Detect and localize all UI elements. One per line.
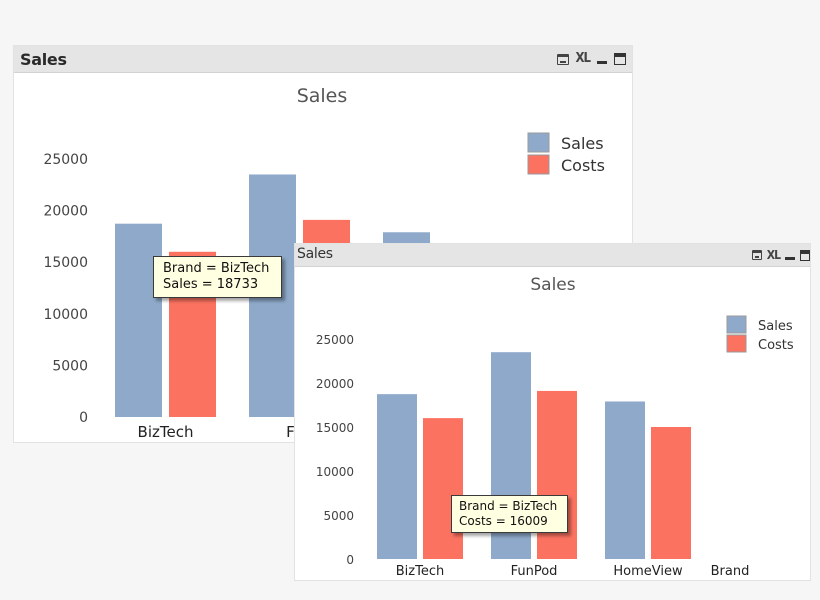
chart-tooltip-costs: Brand = BizTech Costs = 16009 [451,495,569,533]
chart-title: Sales [297,85,348,107]
bar-costs-funpod [537,390,577,559]
legend-swatch-costs [527,154,550,175]
tooltip-line-value: Costs = 16009 [459,514,548,528]
bar-costs-biztech [423,418,463,559]
legend-label-sales: Sales [561,134,604,153]
x-category-label: BizTech [396,564,444,579]
minimize-icon[interactable] [597,52,607,66]
legend-label-costs: Costs [758,338,794,353]
bar-sales-biztech [115,223,162,417]
print-icon[interactable] [751,250,762,260]
y-tick-label: 0 [79,410,88,426]
maximize-icon[interactable] [614,53,626,65]
legend-swatch-sales [527,132,550,153]
bar-sales-biztech [377,394,417,559]
x-axis-title: Brand [711,564,750,579]
legend-swatch-costs [726,334,747,353]
chart-tooltip-sales: Brand = BizTech Sales = 18733 [153,256,283,298]
bar-costs-homeview [651,427,691,559]
tooltip-line-value: Sales = 18733 [163,277,259,292]
legend-label-sales: Sales [758,319,793,334]
y-tick-label: 20000 [43,204,88,220]
window-titlebar[interactable]: Sales XL [14,46,632,73]
x-category-label: HomeView [613,564,683,579]
y-tick-label: 5000 [52,358,88,374]
window-controls: XL [751,246,810,264]
minimize-icon[interactable] [785,248,795,262]
send-to-excel-icon[interactable]: XL [575,51,592,66]
y-tick-label: 20000 [316,377,354,391]
print-icon[interactable] [556,53,569,65]
y-tick-label: 10000 [43,307,88,323]
x-category-label: FunPod [511,564,558,579]
legend-swatch-sales [726,315,747,334]
window-caption: Sales [297,246,333,262]
window-titlebar[interactable]: Sales XL [295,244,810,267]
x-category-label: BizTech [138,423,194,441]
y-tick-label: 25000 [43,152,88,168]
y-tick-label: 10000 [316,465,354,479]
y-tick-label: 5000 [323,509,354,523]
maximize-icon[interactable] [800,249,810,261]
legend-label-costs: Costs [561,156,605,175]
y-tick-label: 0 [346,553,354,567]
y-tick-label: 15000 [316,421,354,435]
chart-window-front: Sales XL Sales 0 5000 10000 15000 20000 25000 B… [295,244,810,580]
chart-title: Sales [530,275,575,295]
tooltip-line-brand: Brand = BizTech [459,499,558,513]
window-caption: Sales [20,50,67,69]
tooltip-line-brand: Brand = BizTech [163,261,270,276]
y-tick-label: 15000 [43,255,88,271]
window-controls: XL [556,50,626,68]
bar-sales-homeview [605,401,645,559]
y-tick-label: 25000 [316,333,354,347]
send-to-excel-icon[interactable]: XL [766,248,781,262]
